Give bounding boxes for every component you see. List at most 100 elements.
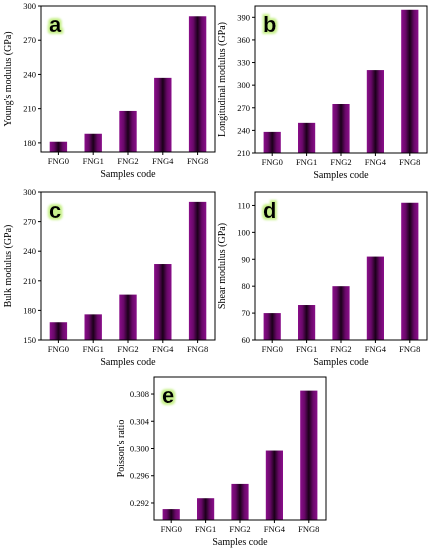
bar [197,498,215,520]
bar [119,110,137,152]
x-tick-label: FNG4 [152,156,174,166]
bar [401,9,419,153]
chart-panel-c: 150 180 210 240 270 300 FNG0 FNG1 FNG2 FNG4 FNG8 Sa… [3,187,216,368]
chart-panel-e: 0.292 0.296 0.300 0.304 0.308 FNG0 FNG1 FNG2 FNG… [116,376,327,548]
y-axis-title: Young's modulus (GPa) [3,31,14,126]
y-axis-title: Poisson's ratio [116,420,127,478]
x-tick-label: FNG2 [117,344,138,354]
y-tick-label: 240 [237,125,250,135]
y-axis-title: Bulk modulus (GPa) [3,225,14,308]
bar [265,450,283,520]
y-tick-label: 300 [23,1,36,11]
bar [154,77,172,152]
x-tick-label: FNG4 [365,157,387,167]
bar [84,133,102,152]
x-axis-title: Samples code [100,169,156,180]
x-tick-label: FNG1 [83,156,104,166]
y-tick-label: 270 [23,35,36,45]
x-tick-label: FNG4 [365,344,387,354]
x-tick-label: FNG8 [399,157,420,167]
panel-letter: b [263,12,276,37]
x-axis-title: Samples code [313,357,369,368]
y-tick-label: 0.300 [130,444,149,454]
y-tick-label: 80 [242,281,251,291]
y-tick-label: 240 [23,246,36,256]
bar [332,104,350,153]
x-tick-label: FNG8 [399,344,420,354]
y-tick-label: 270 [23,217,36,227]
bar [49,141,68,152]
y-tick-label: 0.296 [130,471,149,481]
x-tick-label: FNG0 [262,157,283,167]
y-tick-label: 330 [237,58,250,68]
y-tick-label: 210 [237,148,250,158]
y-tick-label: 150 [23,335,36,345]
bar [188,201,207,340]
panel-letter: c [49,198,61,223]
y-tick-label: 110 [238,200,250,210]
y-tick-label: 0.304 [130,416,150,426]
bar [119,294,137,340]
x-tick-label: FNG8 [298,524,319,534]
y-tick-label: 180 [23,305,36,315]
y-tick-label: 70 [242,308,251,318]
y-tick-label: 240 [23,69,36,79]
y-tick-label: 360 [237,35,250,45]
panel-letter: d [263,198,276,223]
y-tick-label: 210 [23,104,36,114]
x-tick-label: FNG2 [117,156,138,166]
y-tick-label: 300 [23,187,36,197]
bar [263,131,281,153]
x-tick-label: FNG8 [187,156,208,166]
chart-panel-b: 210 240 270 300 330 360 390 FNG0 FNG1 FNG2 FNG4 FNG… [217,5,428,181]
y-axis-title: Longitudinal modulus (GPa) [217,22,228,137]
x-tick-label: FNG0 [161,524,182,534]
bar [263,313,281,340]
x-tick-label: FNG2 [330,157,351,167]
x-tick-label: FNG0 [48,344,69,354]
chart-panel-a: 180 210 240 270 300 FNG0 FNG1 FNG2 FNG4 FNG8 Sampl… [3,1,216,180]
x-tick-label: FNG4 [152,344,174,354]
x-tick-label: FNG2 [330,344,351,354]
bar [366,70,384,153]
x-tick-label: FNG2 [229,524,250,534]
bar [162,509,180,520]
x-tick-label: FNG0 [48,156,69,166]
x-tick-label: FNG8 [187,344,208,354]
y-tick-label: 180 [23,138,36,148]
x-tick-label: FNG1 [83,344,104,354]
bar [298,122,316,153]
x-tick-label: FNG1 [296,157,317,167]
y-tick-label: 210 [23,276,36,286]
y-tick-label: 100 [237,227,250,237]
x-axis-title: Samples code [212,537,268,548]
y-tick-label: 0.308 [130,389,149,399]
y-tick-label: 60 [242,335,251,345]
y-tick-label: 300 [237,80,250,90]
bar [231,483,249,520]
y-axis-title: Shear modulus (GPa) [217,223,228,309]
bar [84,314,102,340]
x-tick-label: FNG0 [262,344,283,354]
bar [154,264,172,340]
x-axis-title: Samples code [313,170,369,181]
x-tick-label: FNG4 [264,524,286,534]
bar [332,286,350,340]
panel-letter: a [49,12,62,37]
bar [366,256,384,340]
x-tick-label: FNG1 [296,344,317,354]
bar [401,202,419,340]
x-tick-label: FNG1 [195,524,216,534]
bar [188,16,207,152]
bar [298,305,316,340]
y-tick-label: 390 [237,12,250,22]
bar [300,390,318,520]
y-tick-label: 270 [237,103,250,113]
panel-letter: e [162,383,174,408]
chart-panel-d: 60 70 80 90 100 110 FNG0 FNG1 FNG2 FNG4 FNG8 Sample… [217,191,428,368]
x-axis-title: Samples code [100,357,156,368]
y-tick-label: 0.292 [130,498,149,508]
bar [49,322,68,340]
y-tick-label: 90 [242,254,251,264]
